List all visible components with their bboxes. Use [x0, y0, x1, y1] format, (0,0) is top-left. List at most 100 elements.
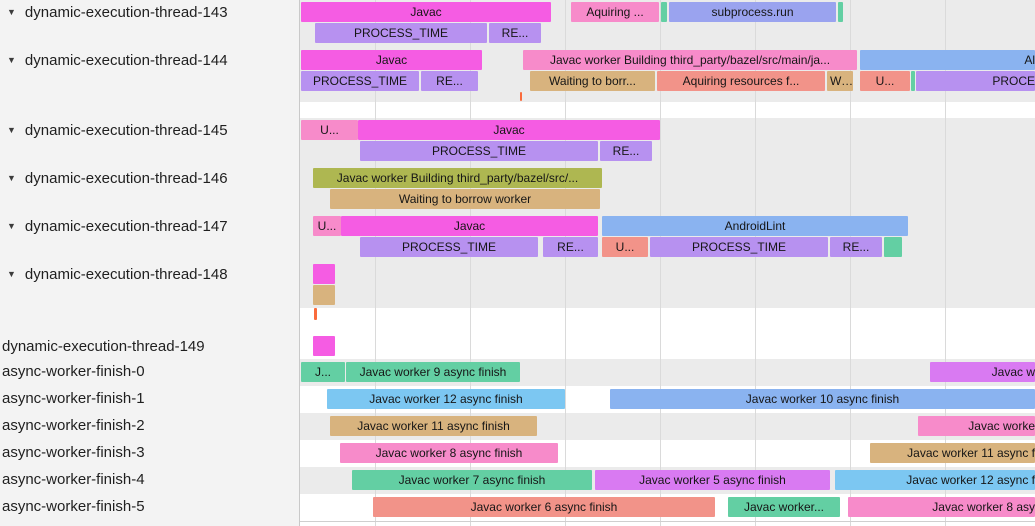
- timeline-lane[interactable]: U... Javac PROCESS_TIME RE...: [300, 118, 1035, 166]
- track-header[interactable]: ▼ dynamic-execution-thread-143: [0, 0, 300, 48]
- instant-marker[interactable]: [520, 92, 522, 101]
- slice[interactable]: Javac worker...: [728, 497, 840, 517]
- slice[interactable]: Javac: [301, 2, 551, 22]
- timeline-lane[interactable]: Javac worker 12 async finish Javac worker…: [300, 386, 1035, 413]
- timeline-lane[interactable]: Javac Javac worker Building third_party/b…: [300, 48, 1035, 102]
- slice[interactable]: Wor: [827, 71, 853, 91]
- slice-fragment[interactable]: [313, 285, 335, 305]
- gridline: [850, 262, 851, 308]
- slice[interactable]: RE...: [543, 237, 598, 257]
- slice[interactable]: Javac worke: [918, 416, 1035, 436]
- slice-fragment[interactable]: [313, 336, 335, 356]
- timeline-lane[interactable]: Javac worker 8 async finish Javac worker …: [300, 440, 1035, 467]
- slice[interactable]: PROCESS_TIME: [360, 237, 538, 257]
- gridline: [945, 262, 946, 308]
- expander-triangle-icon[interactable]: ▼: [7, 269, 16, 279]
- slice[interactable]: Al: [860, 50, 1035, 70]
- track-header[interactable]: async-worker-finish-2: [0, 413, 300, 440]
- expander-triangle-icon[interactable]: ▼: [7, 7, 16, 17]
- slice[interactable]: RE...: [489, 23, 541, 43]
- slice-fragment[interactable]: [884, 237, 902, 257]
- slice[interactable]: Javac: [358, 120, 660, 140]
- slice[interactable]: J...: [301, 362, 345, 382]
- slice[interactable]: Javac worker 11 async f: [870, 443, 1035, 463]
- slice[interactable]: Aquiring resources f...: [657, 71, 825, 91]
- slice[interactable]: Javac worker 12 async finish: [327, 389, 565, 409]
- expander-triangle-icon[interactable]: ▼: [7, 55, 16, 65]
- track-header[interactable]: ▼ dynamic-execution-thread-146: [0, 166, 300, 214]
- slice[interactable]: Javac worker 7 async finish: [352, 470, 592, 490]
- slice[interactable]: subprocess.run: [669, 2, 836, 22]
- track-row: async-worker-finish-4 Javac worker 7 asyn…: [0, 467, 1035, 494]
- slice[interactable]: U...: [602, 237, 648, 257]
- timeline-lane[interactable]: J... Javac worker 9 async finish Javac w: [300, 359, 1035, 386]
- track-header[interactable]: ▼ dynamic-execution-thread-147: [0, 214, 300, 262]
- track-label: async-worker-finish-4: [2, 470, 145, 488]
- slice[interactable]: U...: [301, 120, 358, 140]
- timeline-lane[interactable]: [300, 262, 1035, 308]
- slice[interactable]: Javac w: [930, 362, 1035, 382]
- timeline-lane[interactable]: Javac worker Building third_party/bazel/…: [300, 166, 1035, 214]
- gridline: [945, 214, 946, 262]
- track-header[interactable]: ▼ dynamic-execution-thread-145: [0, 118, 300, 166]
- slice[interactable]: U...: [313, 216, 341, 236]
- slice-fragment[interactable]: [838, 2, 843, 22]
- slice[interactable]: Waiting to borr...: [530, 71, 655, 91]
- slice[interactable]: PROCESS_TIME: [360, 141, 598, 161]
- slice[interactable]: RE...: [830, 237, 882, 257]
- slice[interactable]: RE...: [600, 141, 652, 161]
- slice[interactable]: Javac worker 5 async finish: [595, 470, 830, 490]
- track-header[interactable]: async-worker-finish-5: [0, 494, 300, 521]
- timeline-lane[interactable]: Javac Aquiring ... subprocess.run PROCESS_T…: [300, 0, 1035, 48]
- slice[interactable]: Javac worker 6 async finish: [373, 497, 715, 517]
- gridline: [755, 308, 756, 320]
- slice[interactable]: Javac: [301, 50, 482, 70]
- slice[interactable]: Javac worker 8 async finish: [340, 443, 558, 463]
- track-header[interactable]: async-worker-finish-4: [0, 467, 300, 494]
- timeline-lane[interactable]: Javac worker 6 async finish Javac worker.…: [300, 494, 1035, 521]
- track-header[interactable]: async-worker-finish-3: [0, 440, 300, 467]
- slice[interactable]: Javac worker 8 asy: [848, 497, 1035, 517]
- timeline-lane[interactable]: Javac worker 11 async finish Javac worke: [300, 413, 1035, 440]
- gridline: [850, 102, 851, 118]
- gridline: [660, 320, 661, 334]
- slice[interactable]: PROCESS_TIME: [315, 23, 487, 43]
- slice-label: PROCESS_TIME: [691, 240, 787, 254]
- slice[interactable]: Javac worker Building third_party/bazel/…: [523, 50, 857, 70]
- slice-fragment[interactable]: [313, 264, 335, 284]
- slice[interactable]: U...: [860, 71, 910, 91]
- timeline-spacer: [300, 102, 1035, 118]
- timeline-lane[interactable]: [300, 334, 1035, 359]
- slice[interactable]: PROCESS_TIME: [650, 237, 828, 257]
- slice-label: U...: [317, 219, 337, 233]
- slice-fragment[interactable]: [661, 2, 667, 22]
- slice[interactable]: Javac worker 11 async finish: [330, 416, 537, 436]
- sidebar-spacer: [0, 308, 300, 320]
- slice[interactable]: PROCE: [916, 71, 1035, 91]
- track-header[interactable]: async-worker-finish-1: [0, 386, 300, 413]
- slice[interactable]: Waiting to borrow worker: [330, 189, 600, 209]
- slice[interactable]: Javac worker Building third_party/bazel/…: [313, 168, 602, 188]
- expander-triangle-icon[interactable]: ▼: [7, 173, 16, 183]
- slice[interactable]: PROCESS_TIME: [301, 71, 419, 91]
- slice-fragment[interactable]: [911, 71, 915, 91]
- expander-triangle-icon[interactable]: ▼: [7, 125, 16, 135]
- instant-marker[interactable]: [314, 308, 317, 320]
- expander-triangle-icon[interactable]: ▼: [7, 221, 16, 231]
- slice[interactable]: Javac: [341, 216, 598, 236]
- track-header[interactable]: ▼ dynamic-execution-thread-144: [0, 48, 300, 102]
- timeline-lane[interactable]: U... Javac AndroidLint PROCESS_TIME RE... U..…: [300, 214, 1035, 262]
- slice-label: Waiting to borr...: [549, 74, 636, 88]
- track-header[interactable]: ▼ dynamic-execution-thread-148: [0, 262, 300, 308]
- slice[interactable]: AndroidLint: [602, 216, 908, 236]
- slice-label: Javac worker 9 async finish: [359, 365, 507, 379]
- timeline-lane[interactable]: Javac worker 7 async finish Javac worker …: [300, 467, 1035, 494]
- slice[interactable]: Javac worker 12 async f: [835, 470, 1035, 490]
- slice[interactable]: Aquiring ...: [571, 2, 659, 22]
- slice[interactable]: Javac worker 9 async finish: [346, 362, 520, 382]
- track-header[interactable]: dynamic-execution-thread-149: [0, 334, 300, 359]
- slice[interactable]: Javac worker 10 async finish: [610, 389, 1035, 409]
- slice[interactable]: RE...: [421, 71, 478, 91]
- track-header[interactable]: async-worker-finish-0: [0, 359, 300, 386]
- gridline: [565, 320, 566, 334]
